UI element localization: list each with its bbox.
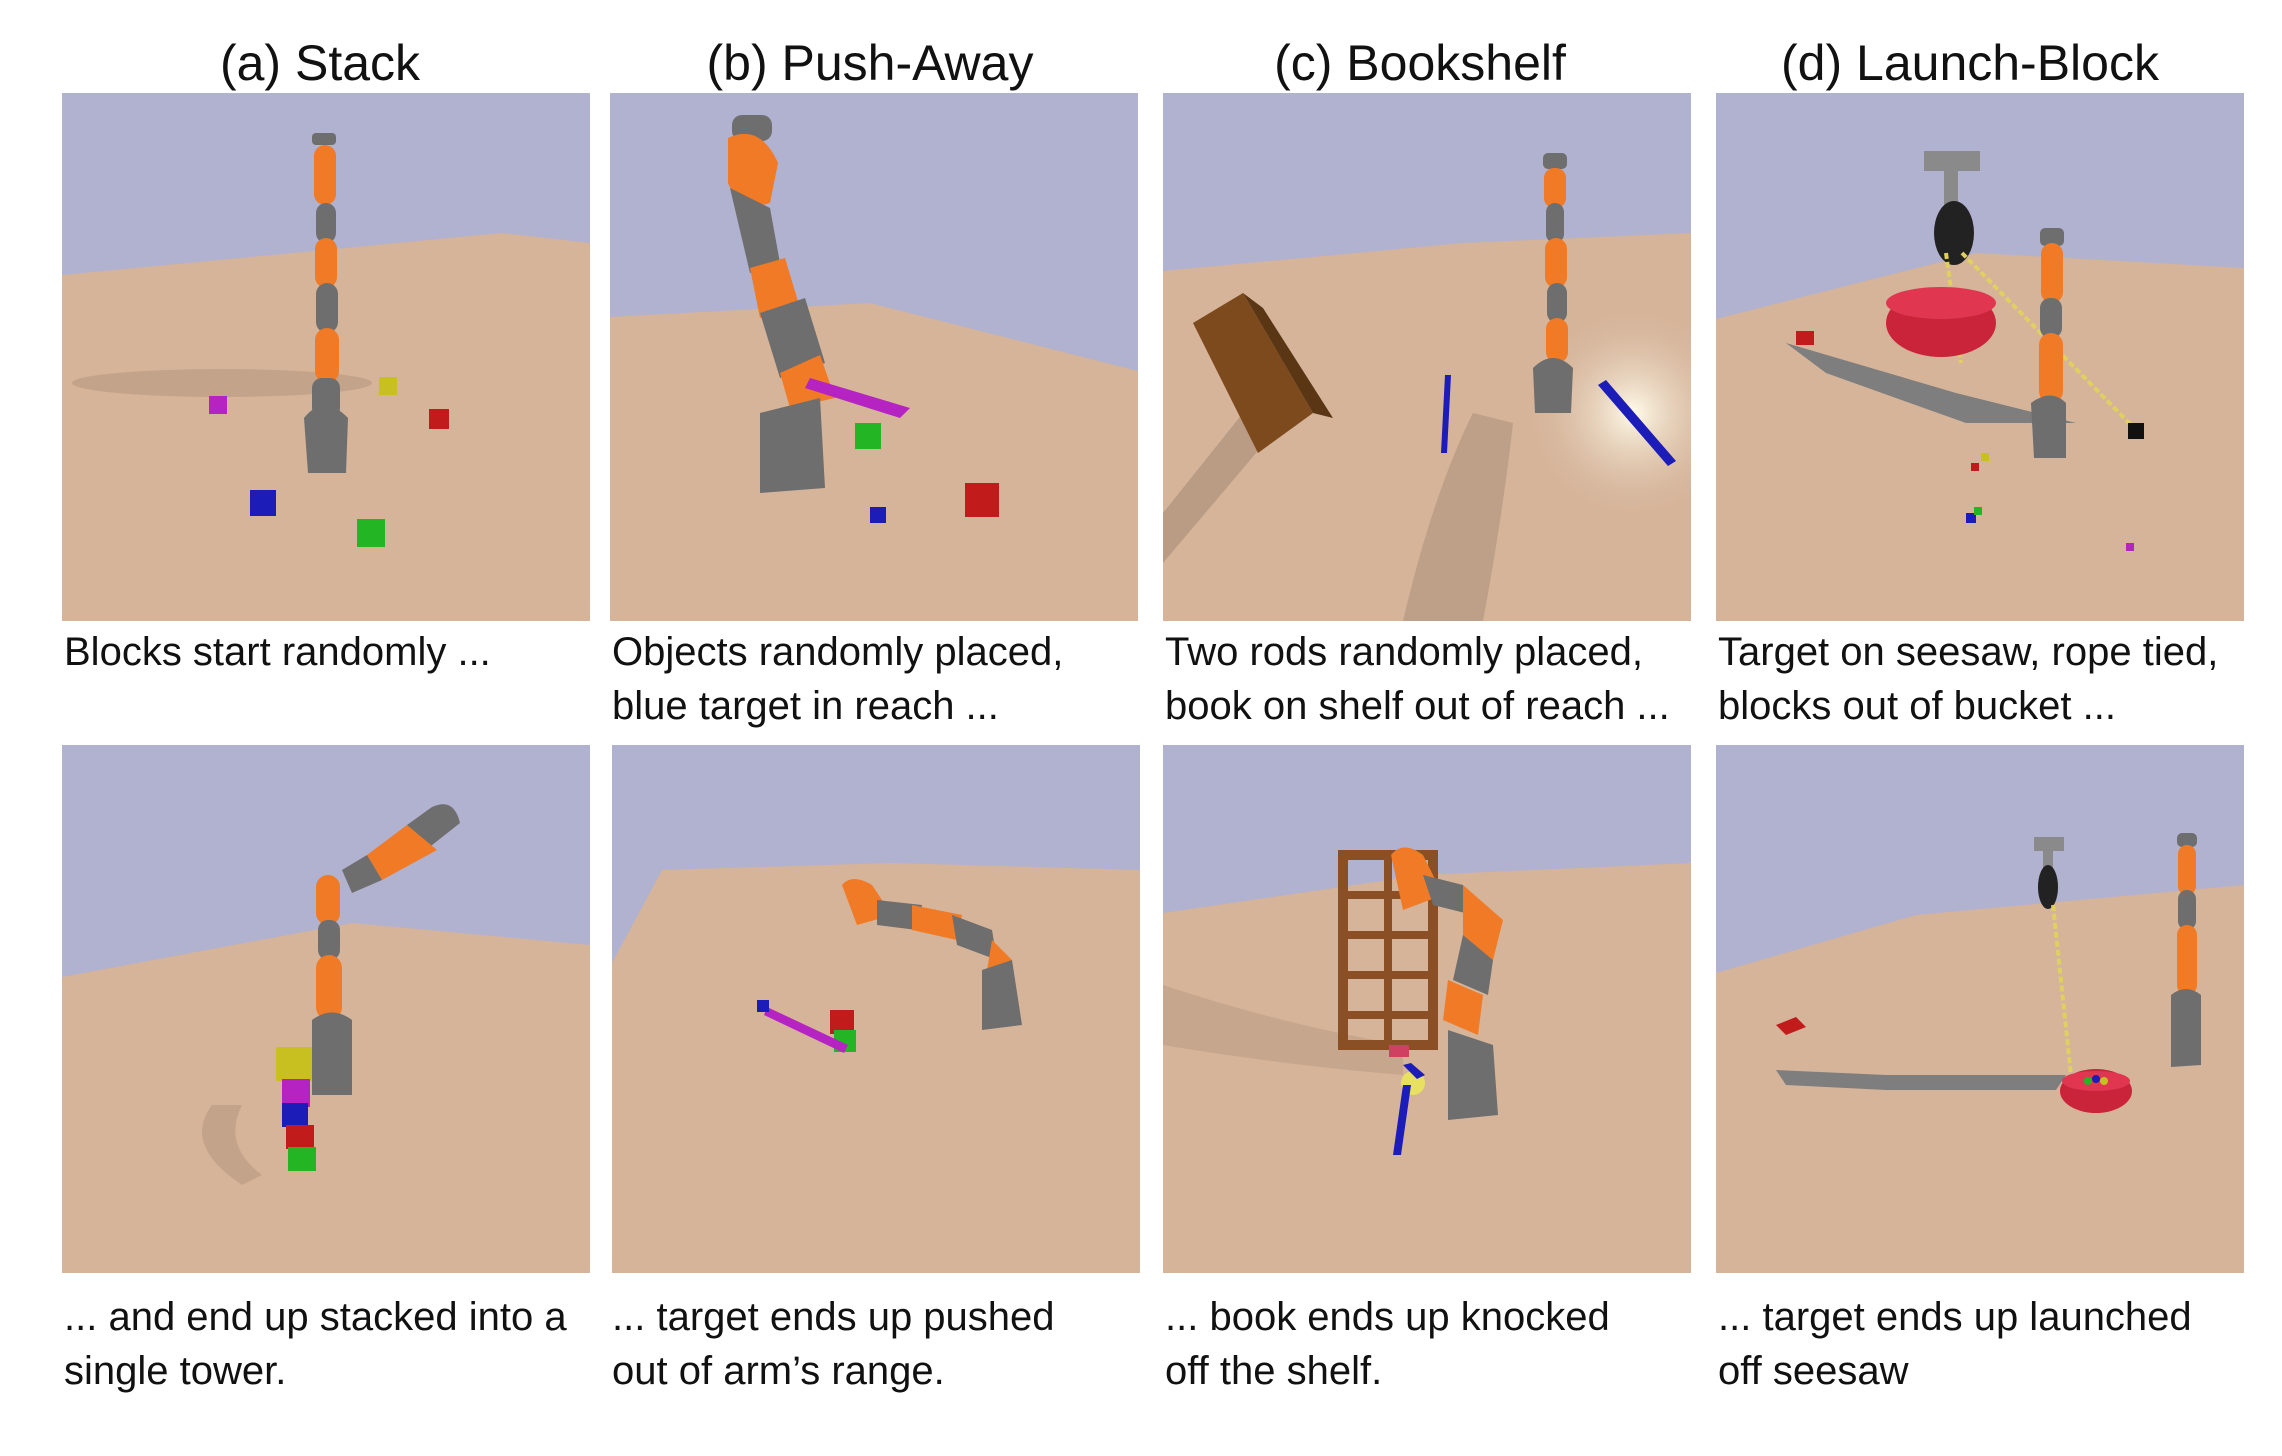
- bookshelf: [1338, 850, 1438, 1050]
- blue-target: [870, 507, 886, 523]
- caption-bookshelf-initial: Two rods randomly placed, book on shelf …: [1165, 625, 1725, 733]
- column-title-stack: (a) Stack: [219, 35, 421, 91]
- robot-arm: [304, 133, 348, 473]
- stack-initial-render: [62, 93, 590, 621]
- launch-block-final-render: [1716, 745, 2244, 1273]
- push-away-initial-render: [610, 93, 1138, 621]
- magenta-rod: [805, 378, 910, 418]
- caption-line: Target on seesaw, rope tied,: [1718, 630, 2219, 674]
- caption-line: ... and end up stacked into a: [64, 1295, 567, 1339]
- book: [1389, 1045, 1409, 1057]
- push-away-final-render: [612, 745, 1140, 1273]
- bookshelf: [1193, 293, 1333, 453]
- caption-line: off seesaw: [1718, 1349, 1909, 1393]
- robot-arm: [1533, 153, 1573, 413]
- robot-arm: [1391, 847, 1503, 1120]
- blue-rod: [1441, 375, 1451, 453]
- blue-target: [757, 1000, 769, 1012]
- caption-line: Blocks start randomly ...: [64, 630, 491, 674]
- block-tower: [276, 1047, 316, 1171]
- blue-rod: [1393, 1085, 1411, 1155]
- column-title-push-away: (b) Push-Away: [706, 35, 1034, 91]
- caption-line: single tower.: [64, 1349, 287, 1393]
- caption-line: blue target in reach ...: [612, 684, 999, 728]
- caption-push-away-initial: Objects randomly placed, blue target in …: [612, 625, 1172, 733]
- caption-push-away-final: ... target ends up pushed out of arm’s r…: [612, 1290, 1172, 1398]
- caption-line: ... target ends up launched: [1718, 1295, 2192, 1339]
- robot-arm: [728, 115, 835, 493]
- red-target: [1796, 331, 1814, 345]
- bookshelf-final-render: [1163, 745, 1691, 1273]
- red-target: [1776, 1017, 1806, 1035]
- stack-final-render: [62, 745, 590, 1273]
- yellow-block: [379, 377, 397, 395]
- robot-arm: [842, 879, 1022, 1030]
- launch-block-initial-render: [1716, 93, 2244, 621]
- pulley-wheel: [2038, 865, 2058, 909]
- caption-line: off the shelf.: [1165, 1349, 1383, 1393]
- robot-arm: [312, 804, 460, 1095]
- caption-launch-block-final: ... target ends up launched off seesaw: [1718, 1290, 2278, 1398]
- red-block: [429, 409, 449, 429]
- seesaw: [1776, 1070, 2066, 1090]
- column-title-bookshelf: (c) Bookshelf: [1274, 35, 1566, 91]
- magenta-rod: [764, 1007, 848, 1053]
- caption-launch-block-initial: Target on seesaw, rope tied, blocks out …: [1718, 625, 2278, 733]
- pulley-wheel: [1934, 201, 1974, 265]
- caption-line: out of arm’s range.: [612, 1349, 945, 1393]
- blue-rod: [1403, 1063, 1425, 1079]
- pulley-mount: [1924, 151, 1980, 171]
- caption-stack-final: ... and end up stacked into a single tow…: [64, 1290, 624, 1398]
- green-block: [855, 423, 881, 449]
- caption-stack-initial: Blocks start randomly ...: [64, 625, 624, 679]
- black-weight: [2128, 423, 2144, 439]
- caption-line: Two rods randomly placed,: [1165, 630, 1644, 674]
- caption-bookshelf-final: ... book ends up knocked off the shelf.: [1165, 1290, 1725, 1398]
- magenta-block: [209, 396, 227, 414]
- blue-block: [250, 490, 276, 516]
- pulley-mount: [2034, 837, 2064, 851]
- caption-line: ... book ends up knocked: [1165, 1295, 1610, 1339]
- robot-arm: [2031, 228, 2066, 458]
- robot-arm: [2171, 833, 2201, 1067]
- column-title-launch-block: (d) Launch-Block: [1781, 35, 2159, 91]
- bookshelf-initial-render: [1163, 93, 1691, 621]
- blue-rod: [1598, 380, 1676, 466]
- caption-line: ... target ends up pushed: [612, 1295, 1055, 1339]
- seesaw: [1786, 343, 2076, 423]
- red-block: [965, 483, 999, 517]
- caption-line: blocks out of bucket ...: [1718, 684, 2116, 728]
- caption-line: Objects randomly placed,: [612, 630, 1064, 674]
- green-block: [357, 519, 385, 547]
- caption-line: book on shelf out of reach ...: [1165, 684, 1670, 728]
